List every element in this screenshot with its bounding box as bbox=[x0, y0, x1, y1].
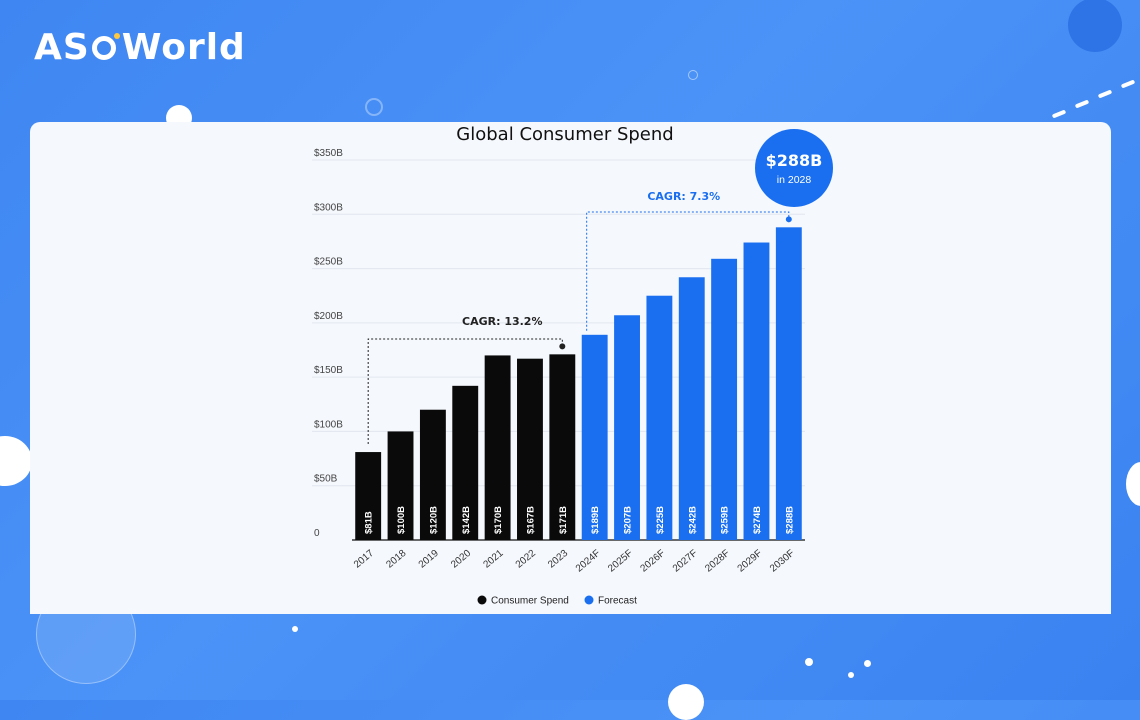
bar bbox=[711, 258, 738, 540]
bar-value-label: $259B bbox=[720, 506, 731, 534]
legend-label: Consumer Spend bbox=[491, 596, 569, 607]
x-tick-label: 2018 bbox=[384, 548, 408, 571]
x-tick-label: 2022 bbox=[514, 548, 538, 571]
y-tick-label: $50B bbox=[314, 474, 338, 485]
bar-value-label: $171B bbox=[558, 506, 569, 534]
y-tick-label: $150B bbox=[314, 365, 343, 376]
bar-value-label: $100B bbox=[396, 506, 407, 534]
decor-circle bbox=[1126, 462, 1140, 506]
cagr-bracket bbox=[367, 338, 563, 445]
bar bbox=[678, 277, 705, 540]
x-tick-label: 2023 bbox=[546, 548, 570, 571]
cagr-label: CAGR: 7.3% bbox=[647, 190, 720, 203]
logo-text-right: World bbox=[121, 27, 246, 68]
legend-swatch bbox=[477, 595, 487, 605]
callout-bubble bbox=[755, 129, 833, 207]
bar-value-label: $207B bbox=[623, 506, 634, 534]
bar bbox=[419, 409, 446, 540]
y-tick-label: $350B bbox=[314, 148, 343, 159]
cagr-dot bbox=[785, 216, 792, 223]
bar bbox=[355, 452, 382, 540]
decor-dot bbox=[864, 660, 871, 667]
decor-circle bbox=[1068, 0, 1122, 52]
y-tick-label: $300B bbox=[314, 202, 343, 213]
x-tick-label: 2028F bbox=[703, 548, 732, 575]
decor-dot bbox=[805, 658, 813, 666]
decor-ring bbox=[688, 70, 698, 80]
x-tick-label: 2024F bbox=[574, 548, 603, 575]
bar bbox=[452, 385, 479, 540]
y-tick-label: $200B bbox=[314, 311, 343, 322]
x-tick-label: 2026F bbox=[639, 548, 668, 575]
legend-label: Forecast bbox=[598, 596, 637, 607]
x-tick-label: 2029F bbox=[736, 548, 765, 575]
logo-o-icon bbox=[91, 33, 120, 60]
annotation-layer: CAGR: 13.2% CAGR: 7.3% $288B in 2028 Consume… bbox=[367, 129, 833, 607]
bar-value-label: $288B bbox=[784, 506, 795, 534]
x-tick-label: 2027F bbox=[671, 548, 700, 575]
bar bbox=[549, 354, 576, 540]
x-tick-label: 2019 bbox=[417, 548, 441, 571]
decor-dot bbox=[292, 626, 298, 632]
bar-value-label: $142B bbox=[461, 506, 472, 534]
legend-swatch bbox=[584, 595, 594, 605]
cagr-label: CAGR: 13.2% bbox=[462, 315, 542, 328]
bar-layer: $81B 2017 $100B 2018 $120B 2019 $142B 2020 $170B… bbox=[352, 227, 802, 575]
bar-value-label: $120B bbox=[428, 506, 439, 534]
bar bbox=[614, 315, 640, 540]
x-tick-label: 2020 bbox=[449, 548, 473, 571]
bar-value-label: $170B bbox=[493, 506, 504, 534]
callout-value: $288B bbox=[766, 151, 823, 170]
y-tick-label: 0 bbox=[314, 528, 320, 539]
decor-ring bbox=[365, 98, 383, 116]
brand-logo: AS World bbox=[34, 26, 246, 70]
x-tick-label: 2025F bbox=[606, 548, 635, 575]
bar-value-label: $242B bbox=[687, 506, 698, 534]
x-tick-label: 2017 bbox=[352, 548, 376, 571]
bar bbox=[484, 355, 511, 540]
bar-value-label: $189B bbox=[590, 506, 601, 534]
bar bbox=[646, 295, 673, 540]
chart-title: Global Consumer Spend bbox=[456, 124, 673, 145]
bar bbox=[517, 358, 543, 540]
chart-svg: 0 $50B $100B $150B $200B $250B $300B $350B $81B… bbox=[312, 124, 833, 607]
x-tick-label: 2030F bbox=[768, 548, 797, 575]
x-tick-label: 2021 bbox=[481, 548, 505, 571]
cagr-bracket bbox=[586, 211, 790, 331]
bar bbox=[581, 334, 608, 540]
bar bbox=[387, 431, 414, 540]
bar bbox=[775, 227, 802, 541]
y-tick-label: $250B bbox=[314, 257, 343, 268]
y-tick-label: $100B bbox=[314, 419, 343, 430]
bar-value-label: $225B bbox=[655, 506, 666, 534]
callout-subtitle: in 2028 bbox=[777, 174, 812, 186]
decor-dot bbox=[848, 672, 854, 678]
bar bbox=[743, 242, 770, 540]
bar-value-label: $274B bbox=[752, 506, 763, 534]
logo-text-left: AS bbox=[34, 27, 90, 68]
cagr-dot bbox=[559, 343, 566, 350]
bar-value-label: $81B bbox=[364, 511, 375, 534]
bar-value-label: $167B bbox=[525, 506, 536, 534]
